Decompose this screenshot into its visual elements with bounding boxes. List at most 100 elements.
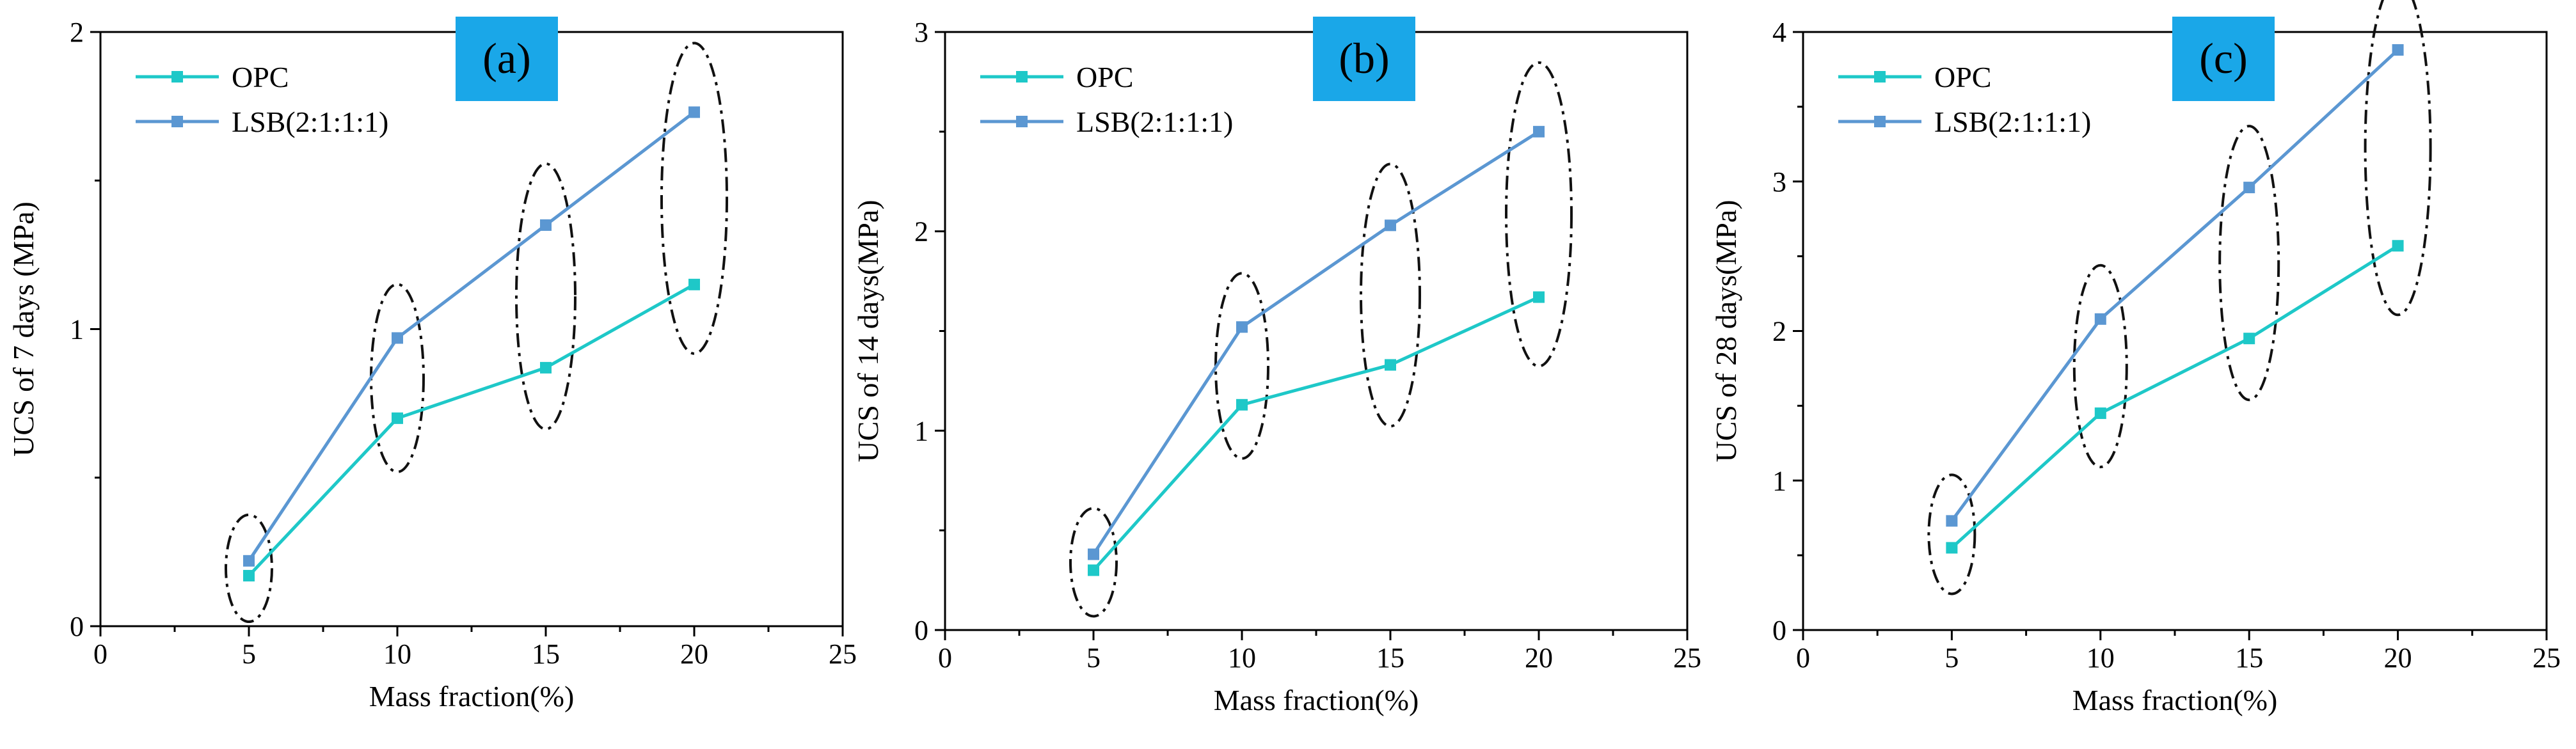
grouping-ellipse bbox=[1069, 507, 1118, 618]
x-tick-label: 5 bbox=[1086, 642, 1101, 674]
data-point-lsb bbox=[688, 106, 700, 118]
x-tick-label: 20 bbox=[1525, 642, 1553, 674]
data-point-lsb bbox=[1236, 321, 1248, 333]
grouping-ellipse bbox=[1927, 473, 1976, 595]
chart-panel-b: 0 5 10 15 20 25 0 1 2 3 Mass fraction(%) UCS of 14 … bbox=[852, 17, 1701, 716]
data-point-opc bbox=[1533, 291, 1545, 303]
y-tick-label: 2 bbox=[914, 216, 928, 248]
data-point-opc bbox=[688, 278, 700, 290]
data-point-lsb bbox=[2392, 44, 2404, 56]
series-line-lsb bbox=[1950, 49, 2399, 522]
y-tick-label: 1 bbox=[70, 314, 84, 345]
x-axis-label: Mass fraction(%) bbox=[369, 680, 575, 713]
y-tick-label: 0 bbox=[1772, 615, 1786, 646]
legend-label-lsb: LSB(2:1:1:1) bbox=[232, 106, 388, 138]
x-tick-label: 20 bbox=[680, 638, 708, 670]
data-point-opc bbox=[1946, 542, 1958, 554]
panel-tag-label: (a) bbox=[482, 34, 530, 83]
series-line-opc bbox=[248, 283, 696, 577]
x-tick-label: 25 bbox=[2532, 642, 2561, 674]
x-tick-label: 0 bbox=[938, 642, 952, 674]
y-tick-label: 3 bbox=[1772, 166, 1786, 198]
series-line-lsb bbox=[1092, 130, 1540, 555]
y-axis-label: UCS of 28 days(MPa) bbox=[1710, 200, 1742, 462]
data-point-lsb bbox=[540, 219, 552, 231]
x-tick-label: 10 bbox=[383, 638, 411, 670]
data-point-opc bbox=[1088, 564, 1099, 576]
legend-marker-lsb bbox=[171, 116, 183, 127]
legend: OPC LSB(2:1:1:1) bbox=[980, 61, 1233, 138]
grouping-ellipse bbox=[225, 513, 273, 624]
x-tick-label: 10 bbox=[1228, 642, 1256, 674]
x-tick-label: 0 bbox=[93, 638, 107, 670]
x-tick-label: 15 bbox=[2235, 642, 2263, 674]
data-point-lsb bbox=[1533, 125, 1545, 138]
data-point-lsb bbox=[2243, 182, 2255, 194]
legend-marker-lsb bbox=[1016, 116, 1028, 127]
grouping-ellipse bbox=[1214, 272, 1269, 460]
data-point-opc bbox=[2243, 333, 2255, 345]
data-point-opc bbox=[1236, 398, 1248, 411]
y-tick-label: 3 bbox=[914, 17, 928, 48]
grouping-ellipse bbox=[2218, 125, 2280, 402]
y-tick-label: 0 bbox=[914, 615, 928, 646]
data-point-lsb bbox=[392, 332, 403, 344]
series-line-opc bbox=[1092, 296, 1540, 572]
x-tick-label: 20 bbox=[2384, 642, 2412, 674]
x-tick-label: 15 bbox=[1376, 642, 1404, 674]
grouping-ellipse bbox=[370, 283, 425, 473]
data-point-lsb bbox=[2094, 313, 2106, 325]
grouping-ellipse bbox=[2364, 0, 2432, 317]
chart-panel-c: 0 5 10 15 20 25 0 1 2 3 4 Mass fraction(%) UCS of 28… bbox=[1710, 0, 2561, 716]
legend-marker-opc bbox=[171, 71, 183, 83]
series-line-lsb bbox=[247, 111, 696, 562]
y-axis-label: UCS of 7 days (MPa) bbox=[7, 201, 40, 457]
data-point-opc bbox=[1385, 359, 1396, 371]
x-tick-label: 15 bbox=[532, 638, 560, 670]
x-tick-label: 10 bbox=[2087, 642, 2115, 674]
data-point-lsb bbox=[243, 555, 255, 567]
y-tick-label: 2 bbox=[1772, 316, 1786, 347]
grouping-ellipse bbox=[1505, 61, 1573, 368]
y-axis-label: UCS of 14 days(MPa) bbox=[852, 200, 884, 462]
data-point-lsb bbox=[1385, 219, 1396, 232]
data-point-opc bbox=[540, 361, 552, 374]
y-tick-label: 1 bbox=[1772, 465, 1786, 496]
x-axis-label: Mass fraction(%) bbox=[2072, 684, 2278, 716]
grouping-ellipse bbox=[1360, 162, 1421, 428]
data-point-opc bbox=[2392, 240, 2404, 252]
grouping-ellipse bbox=[2072, 264, 2128, 469]
legend-label-opc: OPC bbox=[232, 61, 289, 93]
x-tick-label: 25 bbox=[829, 638, 857, 670]
legend-label-opc: OPC bbox=[1934, 61, 1991, 93]
chart-panel-a: 0 5 10 15 20 25 0 1 2 Mass fraction(%) UCS of 7 da… bbox=[7, 17, 857, 713]
y-tick-label: 1 bbox=[914, 415, 928, 446]
y-tick-label: 2 bbox=[70, 17, 84, 48]
legend-marker-opc bbox=[1016, 71, 1028, 83]
y-tick-label: 4 bbox=[1772, 17, 1786, 48]
x-axis-label: Mass fraction(%) bbox=[1214, 684, 1419, 716]
legend-label-lsb: LSB(2:1:1:1) bbox=[1076, 106, 1233, 138]
panel-tag-box bbox=[456, 17, 558, 101]
legend-label-lsb: LSB(2:1:1:1) bbox=[1934, 106, 2091, 138]
panel-tag-label: (b) bbox=[1339, 34, 1389, 83]
legend-label-opc: OPC bbox=[1076, 61, 1133, 93]
y-tick-label: 0 bbox=[70, 611, 84, 642]
x-tick-label: 5 bbox=[1944, 642, 1959, 674]
data-point-lsb bbox=[1946, 515, 1958, 527]
data-point-opc bbox=[243, 570, 255, 582]
data-point-lsb bbox=[1088, 548, 1099, 560]
legend-marker-opc bbox=[1874, 71, 1886, 83]
data-point-opc bbox=[392, 412, 403, 424]
x-tick-label: 5 bbox=[242, 638, 256, 670]
series-line-opc bbox=[1950, 244, 2399, 549]
legend-marker-lsb bbox=[1874, 116, 1886, 127]
legend: OPC LSB(2:1:1:1) bbox=[1838, 61, 2091, 138]
x-tick-label: 25 bbox=[1673, 642, 1701, 674]
legend: OPC LSB(2:1:1:1) bbox=[136, 61, 388, 138]
x-tick-label: 0 bbox=[1796, 642, 1810, 674]
data-point-opc bbox=[2094, 407, 2106, 420]
grouping-ellipse bbox=[660, 42, 728, 355]
